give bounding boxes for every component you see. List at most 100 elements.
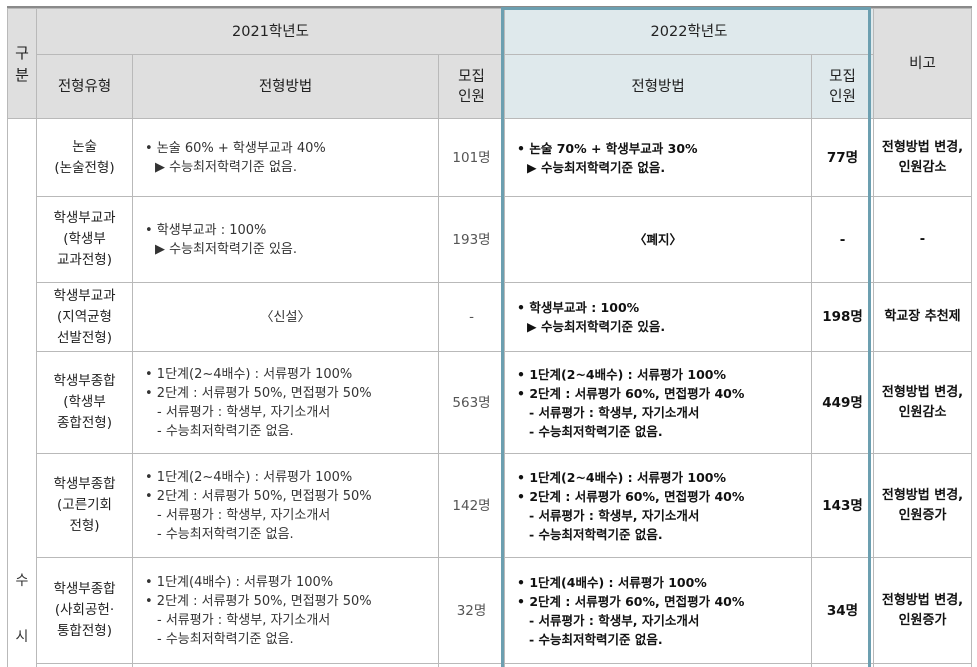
recruit-2022-cell: 449명 <box>811 351 874 454</box>
type-line: 학생부종합 <box>53 373 116 389</box>
method-line: - 수능최저학력기준 없음. <box>157 526 294 542</box>
method-2021-cell: 〈신설〉 <box>132 282 439 352</box>
year-2021-header: 2021학년도 <box>36 8 505 55</box>
recruit-2022-cell: 77명 <box>811 118 874 197</box>
method-line: - 서류평가 : 학생부, 자기소개서 <box>157 507 331 523</box>
susi-char-2: 시 <box>15 629 29 645</box>
table-row: 학생부종합 (학생부 종합전형) • 1단계(2~4배수) : 서류평가 100… <box>8 351 972 454</box>
method-2022-cell: • 1단계(2~4배수) : 서류평가 100% • 2단계 : 서류평가 60… <box>504 351 812 454</box>
recruit-2022-header-line2: 인원 <box>829 88 856 105</box>
note-cell <box>873 663 972 667</box>
type-line: 전형) <box>69 518 100 534</box>
method-line: • 2단계 : 서류평가 50%, 면접평가 50% <box>145 385 372 401</box>
method-line: - 서류평가 : 학생부, 자기소개서 <box>529 612 700 628</box>
type-cell <box>36 663 133 667</box>
method-line: ▶ 수능최저학력기준 없음. <box>155 159 297 175</box>
method-line: • 1단계(4배수) : 서류평가 100% <box>517 574 707 590</box>
recruit-2022-cell: 143명 <box>811 453 874 558</box>
recruit-2022-cell: 198명 <box>811 282 874 352</box>
method-line: • 2단계 : 서류평가 50%, 면접평가 50% <box>145 488 372 504</box>
type-line: 선발전형) <box>57 329 112 346</box>
method-line: - 서류평가 : 학생부, 자기소개서 <box>157 404 331 420</box>
method-line: ▶ 수능최저학력기준 있음. <box>527 319 666 334</box>
recruit-2021-cell <box>438 663 505 667</box>
note-line: 전형방법 변경, <box>881 592 964 608</box>
note-line: 전형방법 변경, <box>881 384 964 400</box>
type-line: 교과전형) <box>57 252 112 268</box>
method-line: - 수능최저학력기준 없음. <box>529 526 663 542</box>
susi-char-1: 수 <box>15 573 29 589</box>
table-row: 학생부종합 (사회공헌· 통합전형) • 1단계(4배수) : 서류평가 100… <box>8 557 972 664</box>
method-line: - 서류평가 : 학생부, 자기소개서 <box>529 507 700 523</box>
recruit-2021-cell: 142명 <box>438 453 505 558</box>
recruit-2021-header: 모집 인원 <box>438 54 505 119</box>
recruit-2021-cell: 101명 <box>438 118 505 197</box>
method-line: • 논술 70% + 학생부교과 30% <box>517 140 698 156</box>
recruit-2022-cell: - <box>811 196 874 283</box>
note-cell: 전형방법 변경, 인원감소 <box>873 351 972 454</box>
type-line: 논술 <box>72 138 97 155</box>
type-line: (학생부 <box>63 394 106 410</box>
note-cell: 전형방법 변경, 인원증가 <box>873 453 972 558</box>
type-cell: 논술 (논술전형) <box>36 118 133 197</box>
method-line: • 학생부교과 : 100% <box>145 222 267 238</box>
type-cell: 학생부종합 (고른기회 전형) <box>36 453 133 558</box>
note-line: 전형방법 변경, <box>881 487 964 503</box>
method-2021-header: 전형방법 <box>132 54 439 119</box>
type-cell: 학생부종합 (사회공헌· 통합전형) <box>36 557 133 664</box>
method-line: • 논술 60% + 학생부교과 40% <box>145 140 326 156</box>
method-line: • 2단계 : 서류평가 50%, 면접평가 50% <box>145 593 372 609</box>
recruit-2022-cell <box>811 663 874 667</box>
method-line: - 수능최저학력기준 없음. <box>529 423 663 439</box>
recruit-2022-cell: 34명 <box>811 557 874 664</box>
method-2022-cell: • 1단계(4배수) : 서류평가 100% • 2단계 : 서류평가 60%,… <box>504 557 812 664</box>
new-label: 〈신설〉 <box>260 309 311 325</box>
method-2021-cell: • 1단계(2~4배수) : 서류평가 100% • 2단계 : 서류평가 50… <box>132 453 439 558</box>
method-2021-cell: • 1단계(4배수) : 서류평가 100% • 2단계 : 서류평가 50%,… <box>132 557 439 664</box>
abolished-label: 〈폐지〉 <box>633 232 682 247</box>
method-2022-cell: 〈폐지〉 <box>504 196 812 283</box>
type-line: 통합전형) <box>57 623 112 639</box>
type-line: (논술전형) <box>54 159 115 176</box>
type-line: 학생부종합 <box>53 476 116 492</box>
type-line: 종합전형) <box>57 415 112 431</box>
susi-cell: 수 시 <box>7 118 37 667</box>
method-2021-cell: • 학생부교과 : 100% ▶ 수능최저학력기준 있음. <box>132 196 439 283</box>
top-rule <box>7 6 972 8</box>
note-header: 비고 <box>873 8 972 119</box>
method-line: - 수능최저학력기준 없음. <box>157 631 294 647</box>
table-row: 수 시 논술 (논술전형) • 논술 60% + 학생부교과 40% ▶ 수능최… <box>7 118 972 667</box>
note-line: 인원감소 <box>898 159 947 175</box>
method-line: • 2단계 : 서류평가 60%, 면접평가 40% <box>517 593 745 609</box>
recruit-2021-header-line1: 모집 <box>458 68 485 85</box>
recruit-2022-header-line1: 모집 <box>829 68 856 85</box>
type-line: (학생부 <box>63 231 106 247</box>
method-line: • 1단계(2~4배수) : 서류평가 100% <box>145 366 353 382</box>
gubun-header-2: 분 <box>15 65 29 84</box>
gubun-header: 구 분 <box>7 8 37 119</box>
method-line: • 1단계(2~4배수) : 서류평가 100% <box>517 469 727 485</box>
method-line: - 수능최저학력기준 없음. <box>529 631 663 647</box>
type-header: 전형유형 <box>36 54 133 119</box>
type-cell: 학생부종합 (학생부 종합전형) <box>36 351 133 454</box>
method-line: ▶ 수능최저학력기준 있음. <box>155 241 297 257</box>
year-2022-header: 2022학년도 <box>504 8 874 55</box>
type-line: 학생부교과 <box>53 287 116 304</box>
method-line: • 1단계(4배수) : 서류평가 100% <box>145 574 334 590</box>
method-line: - 수능최저학력기준 없음. <box>157 423 294 439</box>
method-2021-cell: • 1단계(2~4배수) : 서류평가 100% • 2단계 : 서류평가 50… <box>132 351 439 454</box>
note-cell: 전형방법 변경, 인원증가 <box>873 557 972 664</box>
method-line: • 학생부교과 : 100% <box>517 300 640 315</box>
method-line: • 2단계 : 서류평가 60%, 면접평가 40% <box>517 488 745 504</box>
table-row-partial <box>8 663 972 667</box>
method-2021-cell: • 논술 60% + 학생부교과 40% ▶ 수능최저학력기준 없음. <box>132 118 439 197</box>
recruit-2021-cell: 563명 <box>438 351 505 454</box>
note-line: 인원증가 <box>898 507 947 523</box>
type-line: 학생부교과 <box>53 210 116 226</box>
table-row: 학생부교과 (지역균형 선발전형) 〈신설〉 - • 학생부교과 : 100% … <box>8 282 972 352</box>
method-2022-cell <box>504 663 812 667</box>
table-row: 학생부교과 (학생부 교과전형) • 학생부교과 : 100% ▶ 수능최저학력… <box>8 196 972 283</box>
method-2022-cell: • 논술 70% + 학생부교과 30% ▶ 수능최저학력기준 없음. <box>504 118 812 197</box>
method-2021-cell <box>132 663 439 667</box>
